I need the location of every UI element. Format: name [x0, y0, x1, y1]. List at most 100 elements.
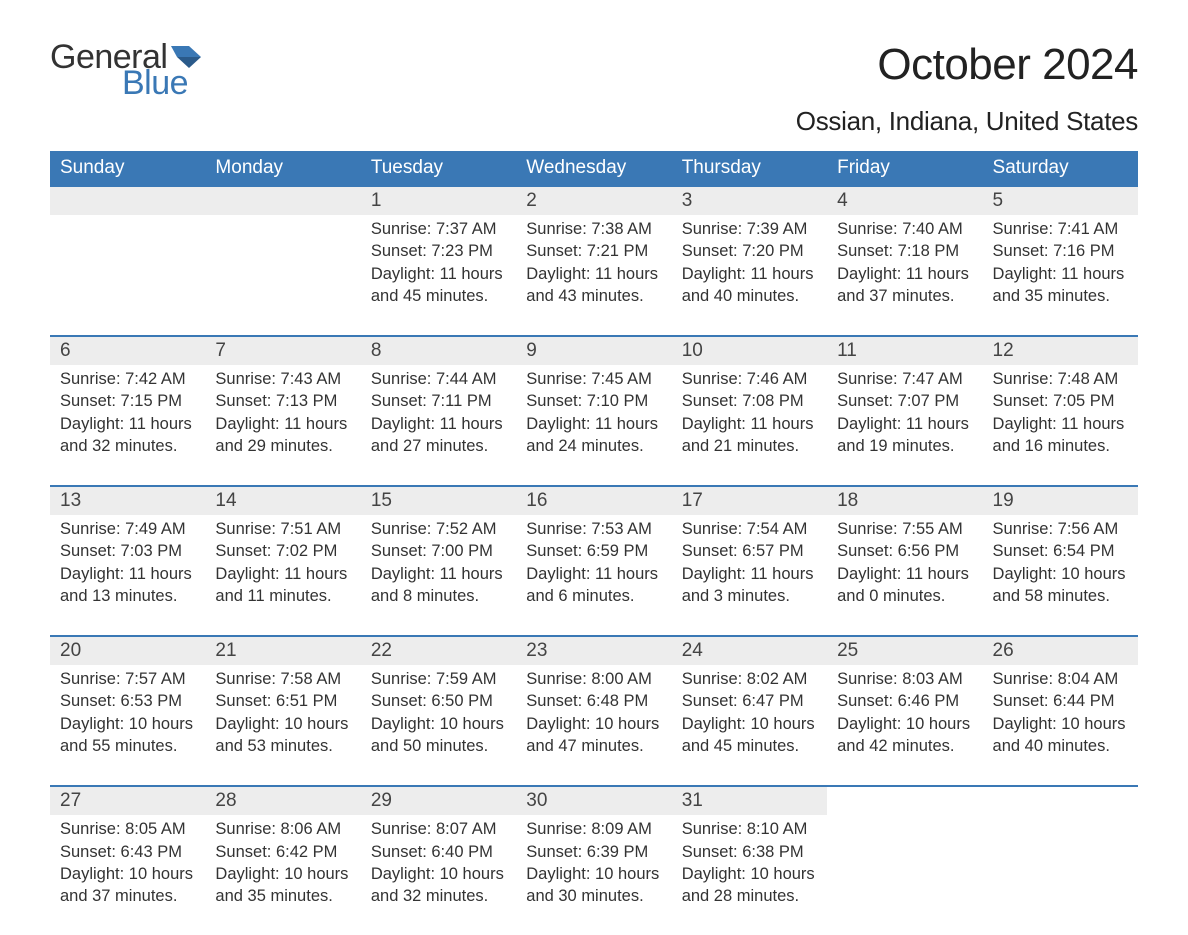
sunset-line: Sunset: 6:46 PM	[837, 690, 972, 712]
week-daynum-row: 6789101112	[50, 336, 1138, 365]
day-data: Sunrise: 7:39 AMSunset: 7:20 PMDaylight:…	[682, 215, 817, 307]
day-data: Sunrise: 7:54 AMSunset: 6:57 PMDaylight:…	[682, 515, 817, 607]
sunset-line: Sunset: 7:18 PM	[837, 240, 972, 262]
daylight-line-1: Daylight: 11 hours	[837, 263, 972, 285]
day-data: Sunrise: 8:02 AMSunset: 6:47 PMDaylight:…	[682, 665, 817, 757]
day-header-row: Sunday Monday Tuesday Wednesday Thursday…	[50, 151, 1138, 186]
daylight-line-2: and 35 minutes.	[993, 285, 1128, 307]
day-data: Sunrise: 7:49 AMSunset: 7:03 PMDaylight:…	[60, 515, 195, 607]
sunset-line: Sunset: 7:13 PM	[215, 390, 350, 412]
sunset-line: Sunset: 7:23 PM	[371, 240, 506, 262]
daylight-line-1: Daylight: 11 hours	[837, 413, 972, 435]
day-number-cell: 29	[361, 786, 516, 815]
day-data: Sunrise: 7:43 AMSunset: 7:13 PMDaylight:…	[215, 365, 350, 457]
daylight-line-2: and 40 minutes.	[993, 735, 1128, 757]
daylight-line-2: and 30 minutes.	[526, 885, 661, 907]
day-number-cell: 23	[516, 636, 671, 665]
daylight-line-1: Daylight: 11 hours	[215, 413, 350, 435]
daylight-line-1: Daylight: 11 hours	[682, 563, 817, 585]
sunset-line: Sunset: 6:47 PM	[682, 690, 817, 712]
day-data: Sunrise: 7:40 AMSunset: 7:18 PMDaylight:…	[837, 215, 972, 307]
day-number-cell: 5	[983, 186, 1138, 215]
daylight-line-2: and 24 minutes.	[526, 435, 661, 457]
day-content-cell: Sunrise: 7:56 AMSunset: 6:54 PMDaylight:…	[983, 515, 1138, 636]
day-number-cell: 22	[361, 636, 516, 665]
day-content-cell: Sunrise: 7:57 AMSunset: 6:53 PMDaylight:…	[50, 665, 205, 786]
calendar-table: Sunday Monday Tuesday Wednesday Thursday…	[50, 151, 1138, 935]
day-content-cell: Sunrise: 7:55 AMSunset: 6:56 PMDaylight:…	[827, 515, 982, 636]
daylight-line-2: and 16 minutes.	[993, 435, 1128, 457]
sunset-line: Sunset: 6:51 PM	[215, 690, 350, 712]
day-content-cell: Sunrise: 7:53 AMSunset: 6:59 PMDaylight:…	[516, 515, 671, 636]
daylight-line-2: and 11 minutes.	[215, 585, 350, 607]
day-data: Sunrise: 7:47 AMSunset: 7:07 PMDaylight:…	[837, 365, 972, 457]
sunset-line: Sunset: 6:43 PM	[60, 841, 195, 863]
dayheader-thursday: Thursday	[672, 151, 827, 186]
daylight-line-1: Daylight: 10 hours	[682, 863, 817, 885]
day-data: Sunrise: 7:53 AMSunset: 6:59 PMDaylight:…	[526, 515, 661, 607]
week-daynum-row: 13141516171819	[50, 486, 1138, 515]
daylight-line-1: Daylight: 10 hours	[526, 713, 661, 735]
day-content-cell: Sunrise: 7:37 AMSunset: 7:23 PMDaylight:…	[361, 215, 516, 336]
daylight-line-2: and 43 minutes.	[526, 285, 661, 307]
day-number-cell: 25	[827, 636, 982, 665]
sunset-line: Sunset: 7:10 PM	[526, 390, 661, 412]
sunrise-line: Sunrise: 7:52 AM	[371, 518, 506, 540]
day-number-cell: 12	[983, 336, 1138, 365]
day-content-cell: Sunrise: 7:47 AMSunset: 7:07 PMDaylight:…	[827, 365, 982, 486]
day-content-cell: Sunrise: 8:04 AMSunset: 6:44 PMDaylight:…	[983, 665, 1138, 786]
week-content-row: Sunrise: 7:37 AMSunset: 7:23 PMDaylight:…	[50, 215, 1138, 336]
daylight-line-1: Daylight: 10 hours	[215, 863, 350, 885]
day-number-cell: 10	[672, 336, 827, 365]
sunrise-line: Sunrise: 7:49 AM	[60, 518, 195, 540]
sunset-line: Sunset: 6:42 PM	[215, 841, 350, 863]
day-data: Sunrise: 7:56 AMSunset: 6:54 PMDaylight:…	[993, 515, 1128, 607]
day-data: Sunrise: 7:55 AMSunset: 6:56 PMDaylight:…	[837, 515, 972, 607]
day-data: Sunrise: 7:45 AMSunset: 7:10 PMDaylight:…	[526, 365, 661, 457]
sunrise-line: Sunrise: 7:45 AM	[526, 368, 661, 390]
day-number-cell: 8	[361, 336, 516, 365]
sunset-line: Sunset: 7:15 PM	[60, 390, 195, 412]
day-number-cell: 9	[516, 336, 671, 365]
day-content-cell: Sunrise: 7:40 AMSunset: 7:18 PMDaylight:…	[827, 215, 982, 336]
day-data: Sunrise: 8:04 AMSunset: 6:44 PMDaylight:…	[993, 665, 1128, 757]
daylight-line-2: and 45 minutes.	[682, 735, 817, 757]
daylight-line-1: Daylight: 10 hours	[60, 863, 195, 885]
day-number-cell: 7	[205, 336, 360, 365]
daylight-line-2: and 53 minutes.	[215, 735, 350, 757]
daylight-line-2: and 32 minutes.	[60, 435, 195, 457]
sunset-line: Sunset: 6:40 PM	[371, 841, 506, 863]
day-number-cell: 17	[672, 486, 827, 515]
location-subtitle: Ossian, Indiana, United States	[50, 106, 1138, 137]
daylight-line-1: Daylight: 10 hours	[837, 713, 972, 735]
day-number-cell: 30	[516, 786, 671, 815]
day-data: Sunrise: 7:57 AMSunset: 6:53 PMDaylight:…	[60, 665, 195, 757]
day-number-cell: 14	[205, 486, 360, 515]
day-content-cell	[50, 215, 205, 336]
sunset-line: Sunset: 6:59 PM	[526, 540, 661, 562]
daylight-line-1: Daylight: 11 hours	[526, 413, 661, 435]
day-content-cell: Sunrise: 8:10 AMSunset: 6:38 PMDaylight:…	[672, 815, 827, 935]
daylight-line-1: Daylight: 10 hours	[526, 863, 661, 885]
day-content-cell: Sunrise: 7:52 AMSunset: 7:00 PMDaylight:…	[361, 515, 516, 636]
day-content-cell: Sunrise: 7:41 AMSunset: 7:16 PMDaylight:…	[983, 215, 1138, 336]
day-content-cell: Sunrise: 7:42 AMSunset: 7:15 PMDaylight:…	[50, 365, 205, 486]
sunrise-line: Sunrise: 8:00 AM	[526, 668, 661, 690]
daylight-line-2: and 8 minutes.	[371, 585, 506, 607]
day-data: Sunrise: 8:05 AMSunset: 6:43 PMDaylight:…	[60, 815, 195, 907]
day-data: Sunrise: 8:09 AMSunset: 6:39 PMDaylight:…	[526, 815, 661, 907]
daylight-line-2: and 13 minutes.	[60, 585, 195, 607]
day-content-cell: Sunrise: 8:00 AMSunset: 6:48 PMDaylight:…	[516, 665, 671, 786]
week-content-row: Sunrise: 8:05 AMSunset: 6:43 PMDaylight:…	[50, 815, 1138, 935]
daylight-line-2: and 27 minutes.	[371, 435, 506, 457]
daylight-line-1: Daylight: 11 hours	[682, 263, 817, 285]
daylight-line-1: Daylight: 10 hours	[371, 713, 506, 735]
sunset-line: Sunset: 6:53 PM	[60, 690, 195, 712]
day-number-cell: 28	[205, 786, 360, 815]
sunset-line: Sunset: 6:39 PM	[526, 841, 661, 863]
day-content-cell: Sunrise: 8:09 AMSunset: 6:39 PMDaylight:…	[516, 815, 671, 935]
sunrise-line: Sunrise: 8:03 AM	[837, 668, 972, 690]
sunset-line: Sunset: 7:03 PM	[60, 540, 195, 562]
sunset-line: Sunset: 6:54 PM	[993, 540, 1128, 562]
day-number-cell: 19	[983, 486, 1138, 515]
